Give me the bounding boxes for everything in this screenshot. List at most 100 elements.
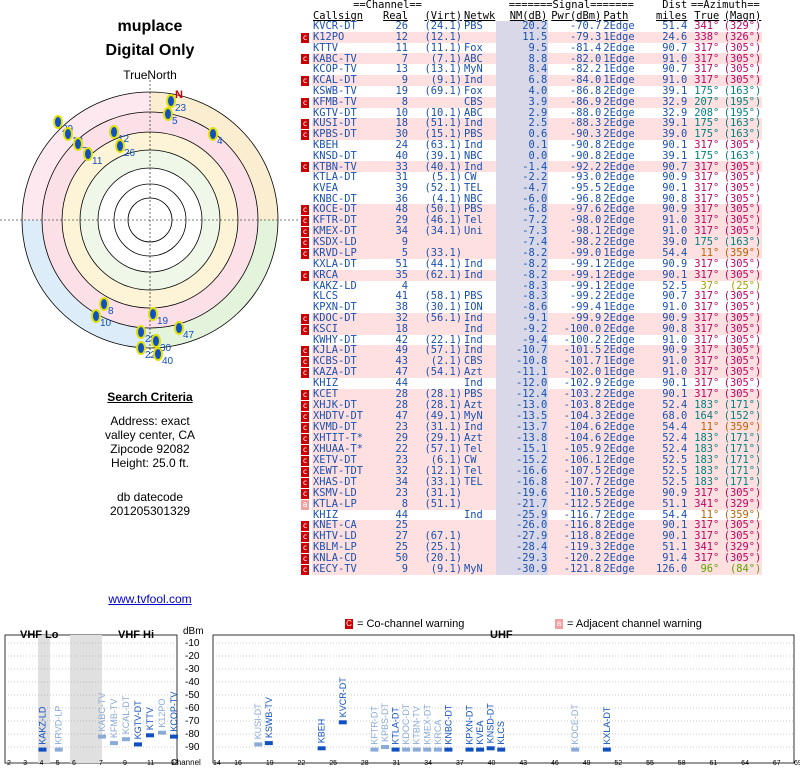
table-row[interactable]: c KRCA 35 (62.1) Ind -8.2 -99.1 2Edge 90.1 317° (3… xyxy=(300,269,763,281)
cell-nm: 8.4 xyxy=(496,64,549,75)
table-row[interactable]: KSWB-TV 19 (69.1) Fox 4.0 -86.8 2Edge 39.1 175°(… xyxy=(300,85,763,97)
cell-network: CBS xyxy=(463,96,497,108)
table-row[interactable]: KNSD-DT 40 (39.1) NBC 0.0 -90.8 2Edge 39.1 175°(… xyxy=(300,150,763,162)
cell-true-az: 341° xyxy=(688,498,721,510)
table-row[interactable]: KVEA 39 (52.1) TEL -4.7 -95.5 2Edge 90.1 317° (30… xyxy=(300,182,763,194)
cell-network: PBS xyxy=(463,129,497,141)
cell-path: 2Edge xyxy=(602,21,647,32)
table-row[interactable]: KXLA-DT 51 (44.1) Ind -8.2 -99.1 2Edge 90.9 317°… xyxy=(300,259,763,270)
cell-miles: 90.1 xyxy=(646,388,689,400)
cell-real: 27 xyxy=(382,531,410,543)
table-row[interactable]: KTLA-DT 31 (5.1) CW -2.2 -93.0 2Edge 90.9 317° (3… xyxy=(300,172,763,183)
table-row[interactable]: c XHAS-DT 34 (33.1) TEL -16.8 -107.7 2Edge 52.5 1… xyxy=(300,476,763,488)
table-row[interactable]: c KSCI 18 Ind -9.2 -100.0 2Edge 90.8 317° (305°) xyxy=(300,323,763,335)
table-row[interactable]: c KAZA-DT 47 (54.1) Azt -11.1 -102.0 1Edge 91.0 3… xyxy=(300,367,763,379)
polar-station-label: 23 xyxy=(175,103,187,114)
cell-network: Ind xyxy=(463,378,497,389)
cell-callsign: KVMD-DT xyxy=(312,421,382,433)
cell-nm: -13.0 xyxy=(496,399,549,411)
tvfool-link[interactable]: www.tvfool.com xyxy=(108,592,192,606)
table-row[interactable]: c XHDTV-DT 47 (49.1) MyN -13.5 -104.3 2Edge 68.0… xyxy=(300,410,763,422)
cell-network: Ind xyxy=(463,345,497,357)
table-row[interactable]: c KECY-TV 9 (9.1) MyN -30.9 -121.8 2Edge 126.0 96… xyxy=(300,564,763,576)
table-row[interactable]: KLCS 41 (58.1) PBS -8.3 -99.2 2Edge 90.7 317° (30… xyxy=(300,291,763,302)
table-row[interactable]: c KBLM-LP 25 (25.1) -28.4 -119.3 2Edge 51.1 341°… xyxy=(300,542,763,554)
table-row[interactable]: c KOCE-DT 48 (50.1) PBS -6.8 -97.6 2Edge 90.9 317… xyxy=(300,204,763,216)
cell-virt: (56.1) xyxy=(409,312,464,324)
table-row[interactable]: c KFMB-TV 8 CBS 3.9 -86.9 2Edge 32.9 207° (195°) xyxy=(300,96,763,108)
cell-nm: -26.0 xyxy=(496,520,549,532)
cell-miles: 90.7 xyxy=(646,291,689,302)
table-row[interactable]: c KTBN-TV 33 (40.1) Ind -1.4 -92.2 2Edge 90.7 317… xyxy=(300,161,763,173)
cell-path: 2Edge xyxy=(602,161,647,173)
table-row[interactable]: c KRVD-LP 5 (33.1) -8.2 -99.0 1Edge 54.4 11° (359… xyxy=(300,248,763,260)
cell-pwr: -102.9 xyxy=(548,378,603,389)
spectrum-bar-label: KPBS-DT xyxy=(380,702,390,742)
adjacent-legend: a = Adjacent channel warning xyxy=(555,618,702,630)
table-row[interactable]: c KCBS-DT 43 (2.1) CBS -10.8 -101.7 1Edge 91.0 31… xyxy=(300,356,763,368)
table-row[interactable]: c KMEX-DT 34 (34.1) Uni -7.3 -98.1 2Edge 91.0 317… xyxy=(300,226,763,238)
table-row[interactable]: KCOP-TV 13 (13.1) MyN 8.4 -82.2 1Edge 90.7 317°(… xyxy=(300,64,763,75)
table-row[interactable]: KHIZ 44 Ind -25.9 -116.7 2Edge 54.4 11° (359°) xyxy=(300,509,763,521)
cell-callsign: KSMV-LD xyxy=(312,487,382,499)
cell-network xyxy=(463,520,497,532)
col-real: Real xyxy=(382,10,410,22)
table-row[interactable]: KTTV 11 (11.1) Fox 9.5 -81.4 2Edge 90.7 317° (305… xyxy=(300,42,763,54)
table-row[interactable]: c XHUAA-T* 22 (57.1) Tel -15.1 -105.9 2Edge 52.4… xyxy=(300,443,763,455)
table-row[interactable]: KGTV-DT 10 (10.1) ABC 2.9 -88.0 2Edge 32.9 208°(… xyxy=(300,107,763,119)
cell-miles: 90.7 xyxy=(646,64,689,75)
table-row[interactable]: c KHTV-LD 27 (67.1) -27.9 -118.8 2Edge 90.1 317°… xyxy=(300,531,763,543)
cell-nm: -13.8 xyxy=(496,432,549,444)
table-row[interactable]: c KPBS-DT 30 (15.1) PBS 0.6 -90.3 2Edge 39.0 175°… xyxy=(300,129,763,141)
cell-virt: (44.1) xyxy=(409,259,464,270)
cell-magn-az: (305°) xyxy=(720,140,763,151)
cell-real: 22 xyxy=(382,443,410,455)
table-row[interactable]: KHIZ 44 Ind -12.0 -102.9 2Edge 90.1 317° (305°) xyxy=(300,378,763,389)
cell-pwr: -100.2 xyxy=(548,334,603,346)
table-row[interactable]: c KSMV-LD 23 (31.1) -19.6 -110.5 2Edge 90.9 317°… xyxy=(300,487,763,499)
cell-pwr: -90.3 xyxy=(548,129,603,141)
cell-true-az: 208° xyxy=(688,107,721,119)
table-row[interactable]: a KTLA-LP 8 (51.1) -21.7 -112.5 2Edge 51.1 341°(… xyxy=(300,498,763,510)
cell-miles: 90.9 xyxy=(646,345,689,357)
table-row[interactable]: c KJLA-DT 49 (57.1) Ind -10.7 -101.5 2Edge 90.9 3… xyxy=(300,345,763,357)
cell-nm: 2.5 xyxy=(496,118,549,130)
table-row[interactable]: c KCAL-DT 9 (9.1) Ind 6.8 -84.0 1Edge 91.0 317° (3… xyxy=(300,74,763,86)
table-row[interactable]: KWHY-DT 42 (22.1) Ind -9.4 -100.2 2Edge 91.0 317… xyxy=(300,334,763,346)
cell-magn-az: (305°) xyxy=(720,259,763,270)
table-row[interactable]: c KNLA-CD 50 (20.1) -29.3 -120.2 2Edge 91.4 317°… xyxy=(300,553,763,565)
table-row[interactable]: c XEWT-TDT 32 (12.1) Tel -16.6 -107.5 2Edge 52.5… xyxy=(300,465,763,477)
table-row[interactable]: c XHTIT-T* 29 (29.1) Azt -13.8 -104.6 2Edge 52.4… xyxy=(300,432,763,444)
table-row[interactable]: c KDOC-DT 32 (56.1) Ind -9.1 -99.9 2Edge 90.9 317… xyxy=(300,312,763,324)
table-row[interactable]: KVCR-DT 26 (24.1) PBS 20.2 -70.7 2Edge 51.4 341°… xyxy=(300,21,763,32)
table-row[interactable]: c KABC-TV 7 (7.1) ABC 8.8 -82.0 1Edge 91.0 317° (3… xyxy=(300,53,763,65)
cell-true-az: 317° xyxy=(688,53,721,65)
table-row[interactable]: c KSDX-LD 9 -7.4 -98.2 2Edge 39.0 175° (163°) xyxy=(300,237,763,249)
table-row[interactable]: c KVMD-DT 23 (31.1) Ind -13.7 -104.6 2Edge 54.4 1… xyxy=(300,421,763,433)
cell-true-az: 317° xyxy=(688,312,721,324)
table-row[interactable]: KPXN-DT 38 (30.1) ION -8.6 -99.4 1Edge 91.0 317°… xyxy=(300,301,763,313)
table-row[interactable]: c KNET-CA 25 -26.0 -116.8 2Edge 90.1 317° (305°) xyxy=(300,520,763,532)
table-row[interactable]: c XETV-DT 23 (6.1) CW -15.2 -106.1 2Edge 52.5 183… xyxy=(300,454,763,466)
table-row[interactable]: c KUSI-DT 18 (51.1) Ind 2.5 -88.3 2Edge 39.1 175°… xyxy=(300,118,763,130)
table-row[interactable]: KAKZ-LD 4 -8.3 -99.1 2Edge 52.5 37° (25°) xyxy=(300,280,763,292)
cell-network: Ind xyxy=(463,161,497,173)
table-row[interactable]: KNBC-DT 36 (4.1) NBC -6.0 -96.8 2Edge 90.8 317°(… xyxy=(300,193,763,205)
cochannel-warning-icon: c xyxy=(301,346,309,357)
cell-miles: 51.1 xyxy=(646,542,689,554)
table-row[interactable]: c KCET 28 (28.1) PBS -12.4 -103.2 2Edge 90.1 317°… xyxy=(300,388,763,400)
table-row[interactable]: c XHJK-DT 28 (28.1) Azt -13.0 -103.8 2Edge 52.4 1… xyxy=(300,399,763,411)
cell-miles: 39.1 xyxy=(646,85,689,97)
cell-real: 34 xyxy=(382,226,410,238)
cochannel-warning-icon: c xyxy=(301,249,309,260)
spectrum-bar xyxy=(423,747,432,752)
cell-real: 40 xyxy=(382,150,410,162)
table-row[interactable]: KBEH 24 (63.1) Ind 0.1 -90.8 2Edge 90.1 317° (305… xyxy=(300,140,763,151)
channel-tick-label: 52 xyxy=(614,760,622,767)
table-row[interactable]: c KFTR-DT 29 (46.1) Tel -7.2 -98.0 2Edge 91.0 317… xyxy=(300,215,763,227)
cell-nm: -16.8 xyxy=(496,476,549,488)
channel-tick-label: 7 xyxy=(99,760,103,767)
table-row[interactable]: c K12PO 12 (12.1) 11.5 -79.3 1Edge 24.6 338° (326… xyxy=(300,31,763,43)
cell-virt xyxy=(409,509,464,521)
cell-virt: (15.1) xyxy=(409,129,464,141)
